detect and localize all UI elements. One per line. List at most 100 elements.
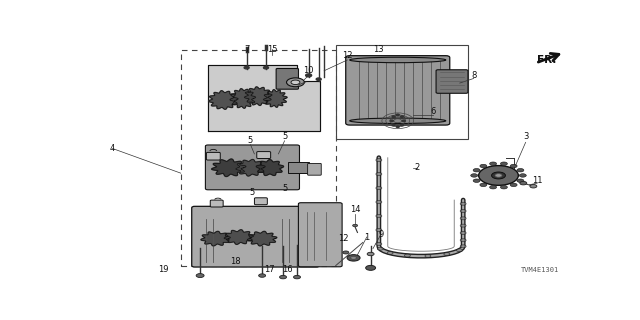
Text: 10: 10 [303,66,314,75]
Text: 9: 9 [378,230,383,239]
Circle shape [402,120,405,122]
FancyBboxPatch shape [288,162,308,173]
Circle shape [530,185,537,188]
Polygon shape [201,231,230,246]
Circle shape [390,120,394,122]
Circle shape [392,124,395,126]
Circle shape [490,186,497,189]
Circle shape [460,210,466,212]
Text: 5: 5 [282,132,287,141]
Circle shape [401,116,403,117]
Circle shape [480,164,487,168]
Circle shape [392,116,395,117]
Circle shape [294,276,300,279]
Text: TVM4E1301: TVM4E1301 [521,267,559,273]
Circle shape [510,183,517,187]
Circle shape [365,265,376,270]
Circle shape [287,78,305,87]
FancyBboxPatch shape [276,68,298,89]
Text: 12: 12 [339,234,349,243]
FancyBboxPatch shape [257,152,271,158]
Text: 8: 8 [471,71,476,80]
Polygon shape [256,160,284,175]
Circle shape [473,179,480,182]
Circle shape [376,172,382,176]
Circle shape [500,162,508,165]
Circle shape [401,124,403,126]
Polygon shape [230,89,255,108]
Text: 17: 17 [264,265,275,274]
Ellipse shape [349,57,446,63]
Text: 14: 14 [350,205,360,214]
Circle shape [376,243,382,245]
FancyBboxPatch shape [346,56,450,125]
Circle shape [353,224,358,227]
Circle shape [259,274,266,277]
Circle shape [444,252,450,256]
Circle shape [519,174,526,177]
Circle shape [376,201,382,204]
Circle shape [500,186,508,189]
Circle shape [367,252,374,256]
Polygon shape [224,230,253,244]
Circle shape [460,202,466,205]
Circle shape [456,249,463,252]
Circle shape [378,247,383,250]
Circle shape [480,183,487,187]
Circle shape [517,179,524,182]
Circle shape [425,254,431,258]
Circle shape [460,245,466,248]
Circle shape [351,256,356,259]
Polygon shape [248,231,277,246]
Circle shape [291,80,300,84]
Bar [336,44,467,139]
Polygon shape [264,90,287,107]
Circle shape [520,181,527,185]
Text: 15: 15 [267,45,278,54]
Circle shape [479,166,518,185]
Circle shape [347,255,360,261]
Polygon shape [208,65,320,131]
Text: 3: 3 [523,132,528,141]
Circle shape [376,214,382,218]
Ellipse shape [349,118,446,124]
Circle shape [244,67,249,69]
Circle shape [306,74,312,77]
Text: 19: 19 [159,265,169,274]
Circle shape [492,172,506,179]
Circle shape [517,169,524,172]
Circle shape [196,274,204,277]
Circle shape [495,174,502,177]
Text: 4: 4 [110,144,115,153]
Text: 18: 18 [230,257,240,266]
FancyBboxPatch shape [298,203,342,267]
Circle shape [471,174,477,177]
Circle shape [387,252,393,254]
Polygon shape [244,87,272,105]
FancyBboxPatch shape [211,200,223,207]
Text: 2: 2 [415,163,420,172]
FancyBboxPatch shape [206,152,220,160]
Text: 16: 16 [282,265,293,274]
Circle shape [376,228,382,231]
Text: 12: 12 [342,51,353,60]
Text: 5: 5 [248,136,253,145]
Polygon shape [212,159,246,177]
Polygon shape [209,91,238,109]
Text: 6: 6 [430,107,435,116]
Circle shape [280,276,287,279]
Text: 11: 11 [532,176,543,185]
Circle shape [473,169,480,172]
Text: FR.: FR. [537,55,557,65]
Circle shape [460,217,466,220]
Polygon shape [236,159,265,176]
Circle shape [316,78,321,80]
Circle shape [510,164,517,168]
Circle shape [404,254,410,257]
Text: 5: 5 [250,188,255,197]
Circle shape [460,224,466,227]
FancyBboxPatch shape [192,206,319,267]
Circle shape [460,231,466,235]
FancyBboxPatch shape [205,145,300,190]
Text: 1: 1 [364,233,369,242]
